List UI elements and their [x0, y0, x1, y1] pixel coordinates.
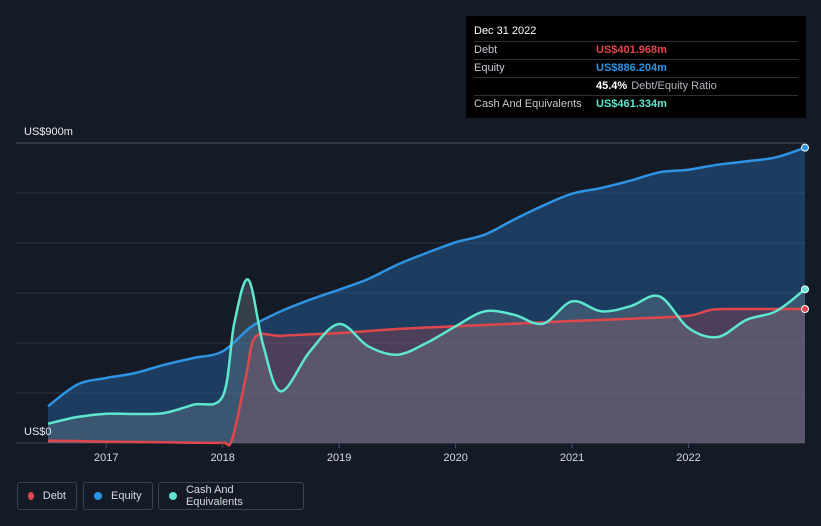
equity-area [48, 147, 805, 443]
y-axis-top-label: US$900m [24, 126, 73, 138]
gridlines [16, 142, 805, 444]
equity-end-marker [801, 143, 809, 152]
tooltip-row-equity: Equity US$886.204m [474, 59, 798, 77]
debt-dot-icon [28, 492, 34, 500]
tooltip-row-ratio: 45.4% Debt/Equity Ratio [474, 77, 798, 95]
tooltip-equity-label: Equity [474, 62, 505, 74]
tooltip-cash-value: US$461.334m [596, 98, 667, 110]
x-tick-label: 2018 [210, 452, 234, 464]
x-tick-label: 2019 [327, 452, 351, 464]
tooltip-cash-label: Cash And Equivalents [474, 98, 582, 110]
cash-and-equivalents-line [47, 278, 806, 425]
x-tick-label: 2021 [560, 452, 584, 464]
x-tick-label: 2022 [676, 452, 700, 464]
legend-cash-label: Cash And Equivalents [185, 484, 243, 508]
end-markers [801, 143, 809, 313]
tooltip-row-debt: Debt US$401.968m [474, 41, 798, 59]
data-tooltip: Dec 31 2022 Debt US$401.968m Equity US$8… [466, 16, 806, 118]
equity-dot-icon [94, 492, 102, 500]
equity-line [47, 146, 806, 408]
legend-item-cash[interactable]: Cash And Equivalents [158, 482, 304, 510]
series-areas [48, 147, 805, 446]
cash-dot-icon [169, 492, 177, 500]
tooltip-debt-label: Debt [474, 44, 498, 56]
x-axis-ticks: 2017 2018 2019 2020 2021 2022 [94, 443, 701, 464]
tooltip-debt-value: US$401.968m [596, 44, 667, 56]
debt-line [47, 307, 806, 447]
tooltip-row-cash: Cash And Equivalents US$461.334m [474, 95, 798, 113]
tooltip-ratio-value: 45.4% [596, 80, 628, 92]
cash-and-equivalents-end-marker [801, 285, 809, 294]
x-tick-label: 2020 [443, 452, 467, 464]
legend-debt-label: Debt [42, 490, 66, 502]
debt-end-marker [801, 305, 809, 313]
tooltip-equity-value: US$886.204m [596, 62, 667, 74]
y-axis-bottom-label: US$0 [24, 426, 52, 438]
legend-item-debt[interactable]: Debt [17, 482, 77, 510]
debt-area [48, 308, 805, 446]
tooltip-date: Dec 31 2022 [474, 25, 537, 37]
legend-item-equity[interactable]: Equity [83, 482, 153, 510]
legend-equity-label: Equity [111, 490, 142, 502]
series-lines [47, 146, 806, 447]
tooltip-ratio-label: Debt/Equity Ratio [631, 80, 717, 92]
x-tick-label: 2017 [94, 452, 118, 464]
